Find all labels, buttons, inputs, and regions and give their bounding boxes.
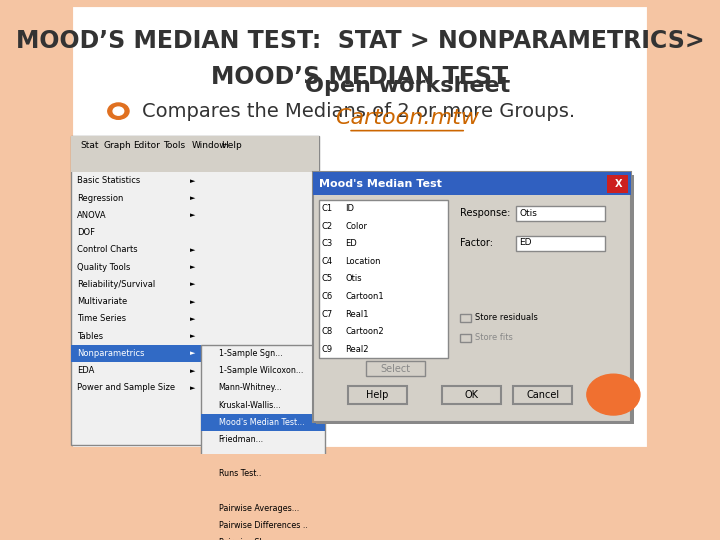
Text: Cartoon1: Cartoon1: [346, 292, 384, 301]
Text: 1-Sample Wilcoxon...: 1-Sample Wilcoxon...: [219, 366, 303, 375]
Text: C2: C2: [322, 221, 333, 231]
Bar: [460, 314, 471, 322]
Bar: [348, 387, 407, 404]
Text: ID: ID: [346, 204, 354, 213]
Text: Time Series: Time Series: [77, 314, 126, 323]
Text: C1: C1: [322, 204, 333, 213]
Text: ED: ED: [346, 239, 357, 248]
Text: Pairwise Averages...: Pairwise Averages...: [219, 504, 299, 513]
Bar: [313, 172, 631, 195]
Bar: [608, 174, 628, 193]
Text: C9: C9: [322, 345, 333, 354]
Text: ►: ►: [189, 385, 195, 391]
Bar: [71, 345, 201, 362]
Text: ►: ►: [189, 247, 195, 253]
Text: Nonparametrics: Nonparametrics: [77, 349, 145, 358]
Text: ►: ►: [189, 299, 195, 305]
Bar: [460, 334, 471, 342]
Text: Store fits: Store fits: [475, 333, 513, 342]
Text: C8: C8: [322, 327, 333, 336]
Text: Factor:: Factor:: [460, 238, 493, 248]
Text: Reliability/Survival: Reliability/Survival: [77, 280, 156, 289]
Text: 1-Sample Sgn...: 1-Sample Sgn...: [219, 349, 282, 358]
FancyBboxPatch shape: [71, 4, 649, 449]
Text: ED: ED: [519, 238, 531, 247]
Text: Window: Window: [192, 140, 228, 150]
Text: Friedman...: Friedman...: [219, 435, 264, 444]
Text: Stat: Stat: [80, 140, 99, 150]
Text: ►: ►: [189, 316, 195, 322]
Text: Help: Help: [222, 140, 242, 150]
Text: Cartoon2: Cartoon2: [346, 327, 384, 336]
Text: C5: C5: [322, 274, 333, 284]
Text: Tables: Tables: [77, 332, 103, 341]
Text: Cartoon.mtw: Cartoon.mtw: [335, 108, 480, 128]
Bar: [513, 387, 572, 404]
Text: ANOVA: ANOVA: [77, 211, 107, 220]
Bar: [366, 361, 425, 376]
Text: MOOD’S MEDIAN TEST: MOOD’S MEDIAN TEST: [212, 65, 508, 89]
Text: Regression: Regression: [77, 194, 124, 202]
Bar: [201, 414, 325, 431]
Text: Pairwise Slopes...: Pairwise Slopes...: [219, 538, 288, 540]
Text: DOF: DOF: [77, 228, 95, 237]
Text: Help: Help: [366, 390, 389, 400]
Text: Otis: Otis: [346, 274, 362, 284]
Text: C7: C7: [322, 310, 333, 319]
Text: X: X: [614, 179, 622, 188]
Text: Kruskal-Wallis...: Kruskal-Wallis...: [219, 401, 282, 409]
Text: Real1: Real1: [346, 310, 369, 319]
Bar: [443, 387, 501, 404]
Bar: [316, 174, 634, 424]
Text: ►: ►: [189, 178, 195, 184]
Text: ►: ►: [189, 350, 195, 356]
Text: ►: ►: [189, 333, 195, 339]
Text: Editor: Editor: [133, 140, 160, 150]
Bar: [71, 136, 319, 444]
Text: EDA: EDA: [77, 366, 94, 375]
Text: Pairwise Differences ..: Pairwise Differences ..: [219, 521, 307, 530]
Text: ►: ►: [189, 281, 195, 287]
Circle shape: [113, 107, 124, 115]
Text: Cancel: Cancel: [526, 390, 559, 400]
Text: Tools: Tools: [163, 140, 185, 150]
Text: Mood's Median Test...: Mood's Median Test...: [219, 418, 305, 427]
Text: ►: ►: [189, 368, 195, 374]
Bar: [201, 345, 325, 540]
Text: Color: Color: [346, 221, 367, 231]
Bar: [516, 236, 605, 251]
Text: Response:: Response:: [460, 208, 510, 218]
Text: Store residuals: Store residuals: [475, 313, 538, 322]
Bar: [313, 172, 631, 422]
Text: C3: C3: [322, 239, 333, 248]
Bar: [319, 200, 449, 359]
Text: Open worksheet: Open worksheet: [305, 76, 510, 96]
Text: Compares the Medians of 2 or more Groups.: Compares the Medians of 2 or more Groups…: [142, 102, 575, 120]
Bar: [71, 154, 319, 172]
Bar: [71, 136, 319, 154]
Text: C4: C4: [322, 257, 333, 266]
Text: MOOD’S MEDIAN TEST:  STAT > NONPARAMETRICS>: MOOD’S MEDIAN TEST: STAT > NONPARAMETRIC…: [16, 29, 704, 53]
Text: ►: ►: [189, 212, 195, 219]
Text: Mood's Median Test: Mood's Median Test: [319, 179, 441, 188]
Text: Location: Location: [346, 257, 381, 266]
Text: ►: ►: [189, 264, 195, 270]
Bar: [516, 206, 605, 221]
Text: Power and Sample Size: Power and Sample Size: [77, 383, 175, 393]
Text: Graph: Graph: [104, 140, 132, 150]
Text: OK: OK: [465, 390, 479, 400]
Text: Otis: Otis: [519, 208, 537, 218]
Text: Control Charts: Control Charts: [77, 245, 138, 254]
Text: Runs Test..: Runs Test..: [219, 469, 261, 478]
Text: C6: C6: [322, 292, 333, 301]
Circle shape: [587, 374, 640, 415]
Text: Real2: Real2: [346, 345, 369, 354]
Circle shape: [108, 103, 129, 119]
Text: Select: Select: [380, 363, 410, 374]
Text: ►: ►: [189, 195, 195, 201]
Text: Mann-Whitney...: Mann-Whitney...: [219, 383, 282, 393]
Text: Quality Tools: Quality Tools: [77, 262, 130, 272]
Text: Basic Statistics: Basic Statistics: [77, 177, 140, 185]
Text: Multivariate: Multivariate: [77, 297, 127, 306]
